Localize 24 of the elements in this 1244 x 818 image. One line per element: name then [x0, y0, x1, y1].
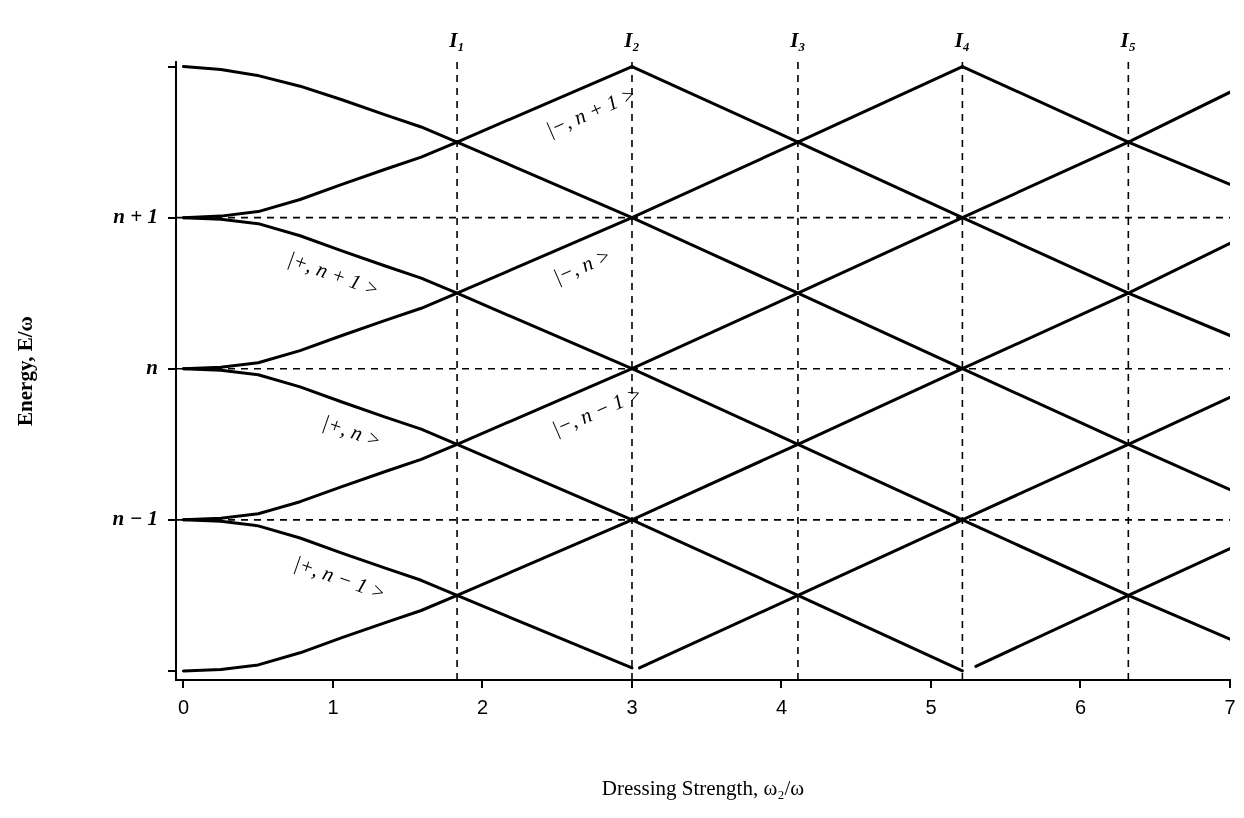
ref-line-label: I₂ — [623, 28, 640, 53]
y-tick-label: n + 1 — [113, 204, 158, 229]
y-tick-label: n − 1 — [112, 506, 158, 531]
ref-line-label: I₁ — [448, 28, 465, 53]
x-tick-label: 7 — [1224, 695, 1236, 718]
x-tick-label: 3 — [626, 695, 638, 718]
ref-line-label: I₅ — [1119, 28, 1137, 53]
x-tick-label: 2 — [476, 695, 489, 718]
x-tick-label: 4 — [775, 695, 788, 718]
x-tick-label: 0 — [177, 695, 190, 718]
x-tick-label: 1 — [327, 695, 339, 718]
annotation: |−, n + 1 > — [542, 81, 640, 142]
annotation: |−, n > — [549, 242, 615, 289]
annotation: |+, n − 1 > — [290, 550, 389, 605]
x-axis-title: Dressing Strength, ω₂/ω — [601, 775, 805, 800]
annotation: |+, n > — [319, 409, 385, 453]
x-tick-label: 5 — [925, 695, 937, 718]
y-tick-label: n — [146, 355, 158, 380]
ref-line-label: I₃ — [789, 28, 806, 53]
ref-line-label: I₄ — [953, 28, 971, 53]
y-axis-title: Energy, E/ω — [13, 316, 38, 426]
annotation: |+, n + 1 > — [284, 246, 383, 302]
annotation: |−, n − 1 > — [548, 380, 646, 441]
x-tick-label: 6 — [1074, 695, 1087, 718]
